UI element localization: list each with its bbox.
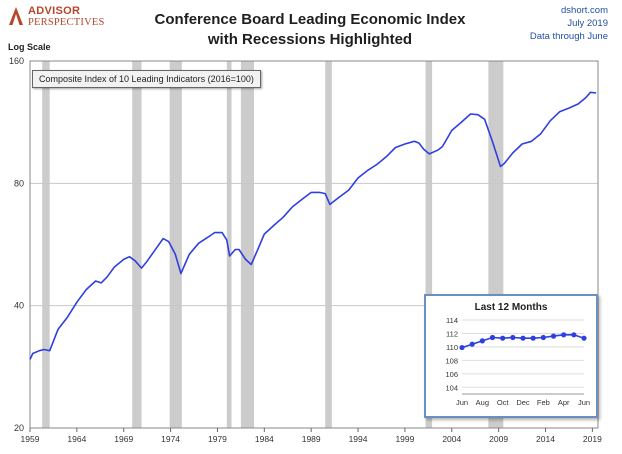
x-tick-label: 2014 (536, 434, 555, 444)
inset-data-point (530, 335, 536, 341)
inset-y-tick-label: 104 (445, 383, 458, 392)
inset-chart-title: Last 12 Months (474, 302, 548, 313)
y-axis-label: Log Scale (8, 42, 51, 52)
recession-band-1 (132, 61, 142, 428)
x-tick-label: 1959 (21, 434, 40, 444)
x-tick-label: 1989 (302, 434, 321, 444)
advisor-perspectives-logo: ADVISOR PERSPECTIVES (8, 4, 118, 34)
source-data-through: Data through June (529, 31, 608, 42)
inset-data-point (520, 335, 526, 341)
inset-data-point (550, 333, 557, 339)
logo-mark-icon (9, 7, 23, 25)
recession-band-5 (325, 61, 332, 428)
chart-legend: Composite Index of 10 Leading Indicators… (32, 70, 261, 88)
x-tick-label: 2004 (442, 434, 461, 444)
x-tick-label: 1999 (395, 434, 414, 444)
y-tick-label: 40 (14, 301, 24, 311)
inset-chart: 104 106 108 110 112 114 Jun Aug Oct Dec Feb Apr Jun (445, 316, 590, 407)
inset-data-point (510, 334, 516, 341)
inset-data-point (469, 341, 475, 347)
recession-band-2 (169, 61, 182, 428)
inset-chart-panel: Last 12 Months 104 106 108 110 112 114 Jun Aug O… (424, 294, 598, 418)
chart-title: Conference Board Leading Economic Index … (130, 10, 490, 50)
x-tick-label: 1974 (161, 434, 180, 444)
inset-y-tick-label: 108 (445, 356, 458, 365)
recession-band-3 (226, 61, 232, 428)
x-tick-label: 1984 (255, 434, 274, 444)
recession-band-6 (425, 61, 433, 428)
x-tick-label: 1969 (114, 434, 133, 444)
y-tick-label: 80 (14, 178, 24, 188)
logo-text-primary: ADVISOR (28, 5, 81, 17)
inset-data-point (489, 334, 496, 341)
inset-data-point (500, 335, 506, 341)
x-tick-label: 2019 (583, 434, 602, 444)
x-tick-label: 1979 (208, 434, 227, 444)
y-tick-label: 160 (9, 56, 24, 66)
inset-data-point (571, 332, 577, 338)
inset-data-point (459, 344, 465, 351)
source-info: dshort.com July 2019 Data through June (530, 4, 608, 43)
inset-y-tick-label: 106 (445, 370, 458, 379)
recession-band-0 (42, 61, 50, 428)
inset-data-point (479, 338, 485, 344)
chart-title-line-2: with Recessions Highlighted (207, 31, 413, 48)
inset-x-tick-label: Oct (497, 398, 510, 407)
inset-data-point (561, 332, 567, 338)
inset-y-tick-label: 114 (446, 316, 458, 325)
lei-series-line (29, 91, 597, 360)
inset-data-point (540, 334, 546, 341)
plot-area-border (29, 60, 599, 429)
logo-text-secondary: PERSPECTIVES (28, 17, 105, 28)
inset-y-tick-label: 110 (446, 343, 458, 352)
inset-data-point (581, 335, 587, 341)
y-tick-label: 20 (14, 423, 24, 433)
source-date: July 2019 (567, 18, 608, 29)
inset-x-tick-label: Aug (476, 398, 489, 407)
chart-title-line-1: Conference Board Leading Economic Index (154, 11, 466, 28)
x-tick-label: 2009 (489, 434, 508, 444)
inset-x-tick-label: Apr (558, 398, 570, 407)
inset-x-tick-label: Jun (578, 398, 590, 407)
inset-x-tick-label: Feb (537, 398, 550, 407)
x-tick-label: 1994 (349, 434, 368, 444)
inset-x-tick-label: Dec (516, 398, 530, 407)
x-tick-label: 1964 (67, 434, 86, 444)
recession-band-4 (240, 61, 255, 428)
inset-y-tick-label: 112 (446, 329, 458, 338)
source-site: dshort.com (561, 5, 608, 16)
inset-x-tick-label: Jun (456, 398, 468, 407)
